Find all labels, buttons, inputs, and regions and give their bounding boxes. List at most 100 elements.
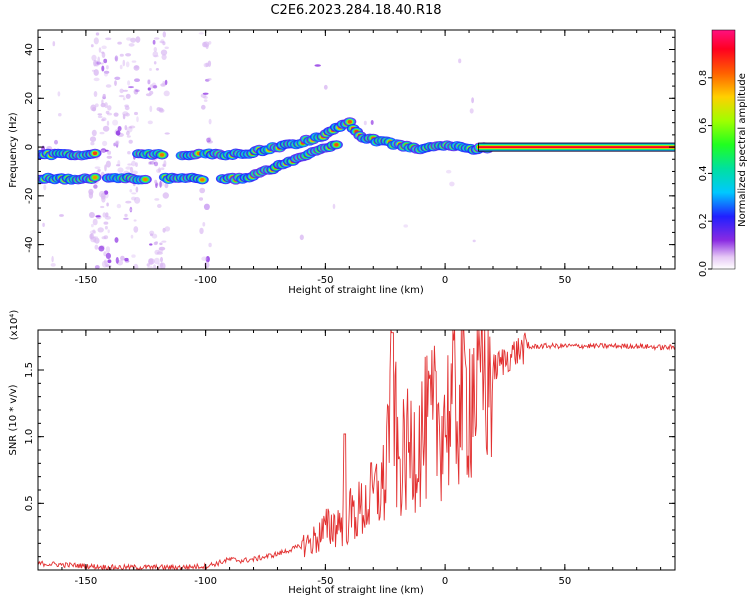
noise-speck (100, 62, 104, 65)
noise-speck (135, 89, 140, 92)
noise-speck (208, 136, 212, 144)
noise-speck (122, 97, 126, 101)
noise-speck (206, 137, 211, 143)
noise-speck (100, 150, 106, 153)
noise-speck (133, 263, 139, 269)
noise-speck (208, 242, 212, 248)
steady-signal-outline (478, 142, 675, 152)
noise-speck (90, 104, 97, 112)
noise-speck (92, 218, 98, 226)
noise-speck (52, 41, 56, 47)
noise-speck (161, 54, 167, 60)
noise-speck (370, 120, 374, 125)
noise-speck (125, 53, 132, 57)
noise-speck (97, 227, 104, 233)
noise-speck (160, 167, 165, 170)
noise-speck (95, 215, 101, 218)
snr-xtick-label: 50 (558, 576, 571, 587)
noise-speck (92, 229, 96, 234)
noise-speck (91, 223, 94, 228)
spectral-blob (200, 178, 205, 182)
noise-speck (96, 61, 102, 65)
noise-speck (114, 237, 119, 243)
noise-speck (95, 32, 100, 36)
noise-speck (93, 77, 100, 82)
noise-speck (164, 46, 169, 50)
noise-speck (106, 202, 109, 207)
noise-speck (102, 212, 107, 218)
noise-speck (103, 235, 109, 240)
spectrogram-frame (37, 29, 676, 270)
noise-speck (164, 132, 170, 135)
noise-speck (54, 139, 58, 145)
noise-speck (91, 129, 97, 137)
noise-speck (151, 233, 158, 239)
noise-speck (58, 113, 62, 117)
noise-speck (128, 86, 134, 89)
spectrogram-ytick-label: 20 (24, 92, 35, 105)
noise-speck (206, 140, 213, 144)
spectrogram-axes: -150 -100 -50 0 50 -40 -20 0 20 40 (24, 30, 675, 286)
colorbar-tick-label: 0.8 (698, 70, 709, 86)
spectrogram-ytick-label: 0 (24, 144, 35, 150)
noise-speck (314, 64, 321, 67)
noise-speck (146, 263, 150, 267)
snr-xtick-label: -50 (317, 576, 333, 587)
noise-speck (42, 222, 45, 227)
noise-speck (164, 226, 171, 232)
noise-speck (130, 234, 134, 239)
noise-speck (160, 256, 163, 263)
noise-speck (469, 108, 474, 114)
noise-speck (94, 265, 100, 269)
noise-speck (105, 160, 111, 168)
noise-speck (115, 141, 119, 145)
noise-speck (149, 243, 153, 246)
spectrogram-panel (38, 31, 675, 269)
noise-speck (103, 251, 107, 257)
noise-speck (122, 89, 128, 92)
noise-speck (164, 79, 168, 86)
colorbar-tick-label: 0.0 (698, 261, 709, 277)
noise-speck (106, 65, 109, 70)
noise-speck (199, 187, 206, 194)
noise-speck (153, 61, 157, 65)
snr-ytick-label: 0.5 (24, 495, 35, 511)
noise-speck (119, 53, 124, 57)
snr-axes: -150 -100 -50 0 50 0.5 1.0 1.5 (24, 330, 675, 587)
spectrogram-xtick-label: -150 (75, 275, 98, 286)
noise-speck (94, 237, 100, 244)
noise-speck (147, 79, 151, 82)
noise-speck (133, 219, 137, 222)
noise-speck (158, 248, 164, 253)
noise-speck (103, 70, 110, 74)
noise-speck (105, 37, 112, 41)
noise-speck (131, 254, 136, 258)
noise-speck (155, 68, 159, 71)
noise-speck (117, 41, 122, 45)
noise-speck (148, 161, 152, 165)
noise-speck (116, 164, 121, 167)
noise-speck (98, 245, 105, 252)
noise-speck (128, 126, 133, 129)
snr-ylabel: SNR (10 * v/v) (8, 384, 19, 455)
noise-speck (134, 78, 140, 82)
noise-speck (153, 37, 160, 40)
noise-speck (136, 116, 139, 123)
noise-speck (128, 43, 135, 47)
noise-speck (152, 51, 159, 58)
noise-speck (203, 99, 208, 102)
noise-speck (203, 41, 210, 48)
noise-speck (101, 65, 105, 72)
noise-speck (135, 36, 141, 43)
spectrogram-xtick-label: 50 (558, 275, 571, 286)
noise-speck (130, 37, 137, 43)
noise-speck (122, 59, 126, 67)
noise-speck (458, 58, 462, 64)
noise-speck (129, 208, 133, 212)
noise-speck (117, 160, 121, 167)
noise-speck (156, 107, 162, 112)
noise-speck (161, 240, 167, 243)
noise-speck (207, 60, 212, 67)
